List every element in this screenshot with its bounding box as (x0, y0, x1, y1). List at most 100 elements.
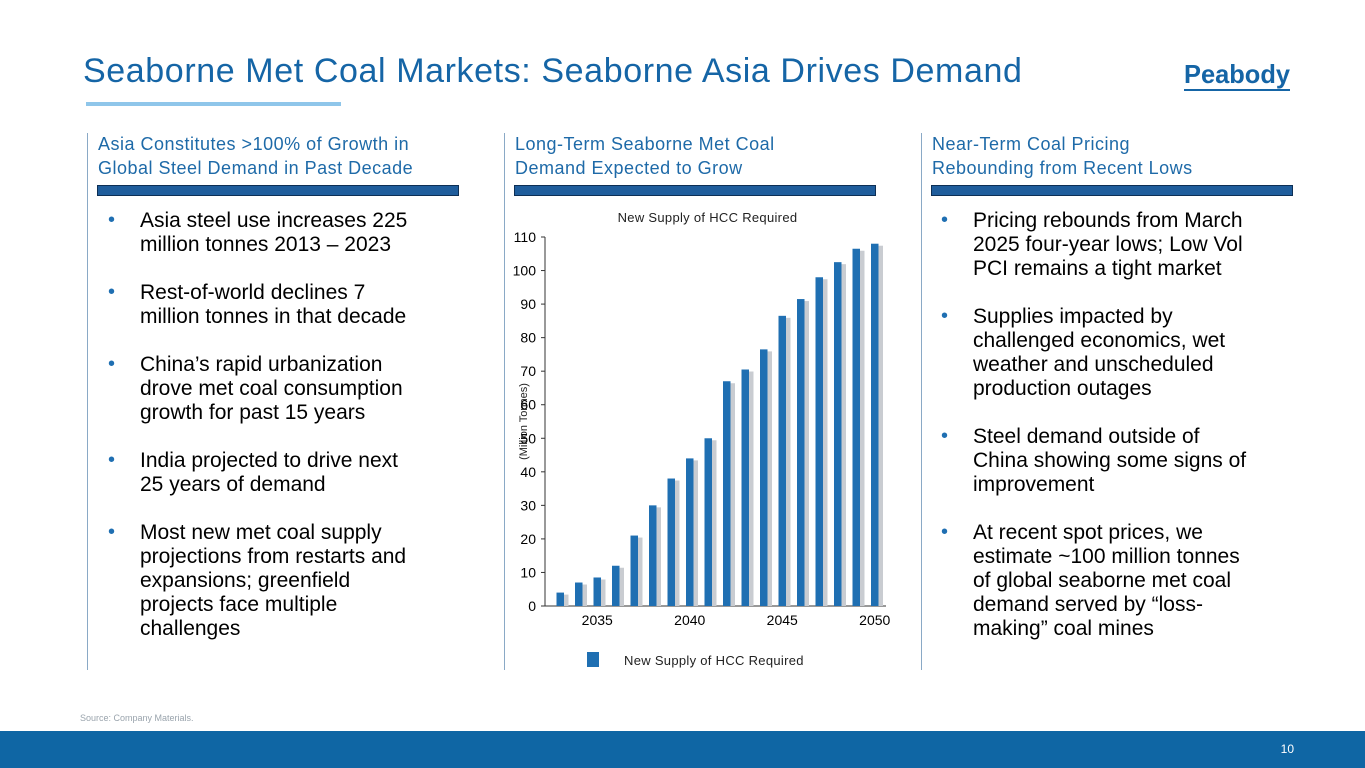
y-tick-label: 60 (520, 397, 536, 413)
column-2-rule (504, 133, 505, 670)
page-number: 10 (1280, 742, 1294, 756)
bar (797, 299, 805, 606)
bar-shadow (785, 317, 791, 606)
y-tick-label: 70 (520, 363, 536, 379)
heading-line: Global Steel Demand in Past Decade (98, 158, 414, 178)
bar (741, 369, 749, 606)
bar (630, 535, 638, 606)
bullet-item: • Asia steel use increases 225 million ton… (102, 209, 407, 257)
bullet-line: challenges (140, 617, 241, 640)
bar-shadow (878, 245, 883, 606)
legend-swatch (587, 652, 599, 667)
bar-shadow (600, 579, 606, 606)
bullet-line: projects face multiple (140, 593, 338, 616)
bullet-item: • India projected to drive next 25 years o… (102, 449, 407, 497)
heading-line: Demand Expected to Grow (515, 158, 743, 178)
bullet-item: • At recent spot prices, we estimate ~100 … (935, 521, 1246, 641)
column-1-bullets: • Asia steel use increases 225 million ton… (102, 209, 407, 665)
column-1-heading: Asia Constitutes >100% of Growth in Glob… (98, 132, 413, 180)
y-tick-label: 110 (514, 229, 537, 245)
column-2-heading: Long-Term Seaborne Met Coal Demand Expec… (515, 132, 775, 180)
chart-title: New Supply of HCC Required (617, 210, 798, 225)
bullet-line: weather and unscheduled (973, 353, 1214, 376)
y-tick-label: 80 (520, 330, 536, 346)
y-tick-label: 90 (520, 296, 536, 312)
y-tick-label: 100 (513, 263, 537, 279)
column-3-bullets: • Pricing rebounds from March 2025 four-ye… (935, 209, 1246, 665)
y-tick-label: 50 (520, 430, 536, 446)
bullet-line: demand served by “loss- (973, 593, 1203, 616)
y-tick-label: 40 (520, 464, 536, 480)
bar (667, 478, 675, 606)
bullet-line: At recent spot prices, we (973, 521, 1203, 544)
bullet-line: Most new met coal supply (140, 521, 382, 544)
x-tick-label: 2035 (582, 612, 613, 628)
bar (852, 248, 860, 606)
x-tick-label: 2045 (767, 612, 798, 628)
bullet-line: PCI remains a tight market (973, 257, 1222, 280)
y-axis-label: (Million Tonnes) (518, 383, 530, 460)
bar-shadow (582, 584, 587, 606)
bullet-icon: • (108, 353, 116, 375)
bar-shadow (711, 440, 717, 606)
bar-shadow (767, 351, 772, 606)
bullet-line: challenged economics, wet (973, 329, 1226, 352)
bar (871, 243, 879, 606)
bar-shadow (841, 264, 846, 606)
bullet-line: making” coal mines (973, 617, 1154, 640)
column-3-heading-bar (931, 185, 1293, 196)
bullet-icon: • (108, 449, 116, 471)
bullet-line: 25 years of demand (140, 473, 326, 496)
bar (834, 262, 842, 606)
footer-bar: 10 (0, 731, 1365, 768)
bar-shadow (619, 567, 624, 606)
bullet-line: million tonnes in that decade (140, 305, 407, 328)
bullet-icon: • (941, 209, 949, 231)
bar (575, 582, 583, 606)
bullet-item: • Rest-of-world declines 7 million tonnes … (102, 281, 407, 329)
x-tick-label: 2050 (859, 612, 890, 628)
bullet-line: million tonnes 2013 – 2023 (140, 233, 392, 256)
slide-title: Seaborne Met Coal Markets: Seaborne Asia… (83, 52, 1023, 90)
bullet-line: drove met coal consumption (140, 377, 403, 400)
bullet-line: 2025 four-year lows; Low Vol (973, 233, 1243, 256)
bullet-icon: • (941, 305, 949, 327)
column-1-heading-bar (97, 185, 459, 196)
heading-line: Long-Term Seaborne Met Coal (515, 134, 775, 154)
bar (760, 349, 768, 606)
bullet-icon: • (108, 209, 116, 231)
bullet-line: Rest-of-world declines 7 (140, 281, 366, 304)
bullet-item: • China’s rapid urbanization drove met coa… (102, 353, 407, 425)
bar (815, 277, 823, 606)
bullet-line: Pricing rebounds from March (973, 209, 1243, 232)
bar (723, 381, 731, 606)
bullet-line: expansions; greenfield (140, 569, 351, 592)
bar (686, 458, 694, 606)
bullet-icon: • (108, 521, 116, 543)
bullet-line: Steel demand outside of (973, 425, 1200, 448)
bar-shadow (859, 250, 865, 606)
bullet-line: production outages (973, 377, 1152, 400)
legend-label: New Supply of HCC Required (624, 653, 804, 668)
bar (612, 565, 620, 606)
bullet-line: India projected to drive next (140, 449, 398, 472)
bullet-icon: • (941, 425, 949, 447)
bar-shadow (822, 279, 828, 606)
bullet-line: China showing some signs of (973, 449, 1247, 472)
bar-shadow (563, 594, 569, 606)
bullet-item: • Supplies impacted by challenged economic… (935, 305, 1246, 401)
source-note: Source: Company Materials. (80, 713, 194, 723)
y-tick-label: 10 (520, 564, 536, 580)
bullet-line: China’s rapid urbanization (140, 353, 383, 376)
bullet-line: improvement (973, 473, 1095, 496)
bar (556, 592, 564, 606)
bullet-icon: • (941, 521, 949, 543)
bullet-icon: • (108, 281, 116, 303)
bar (778, 315, 786, 606)
y-tick-label: 30 (520, 497, 536, 513)
y-tick-label: 0 (528, 598, 536, 614)
y-tick-label: 20 (520, 531, 536, 547)
bar-shadow (693, 460, 698, 606)
bar (593, 577, 601, 606)
bullet-line: growth for past 15 years (140, 401, 366, 424)
